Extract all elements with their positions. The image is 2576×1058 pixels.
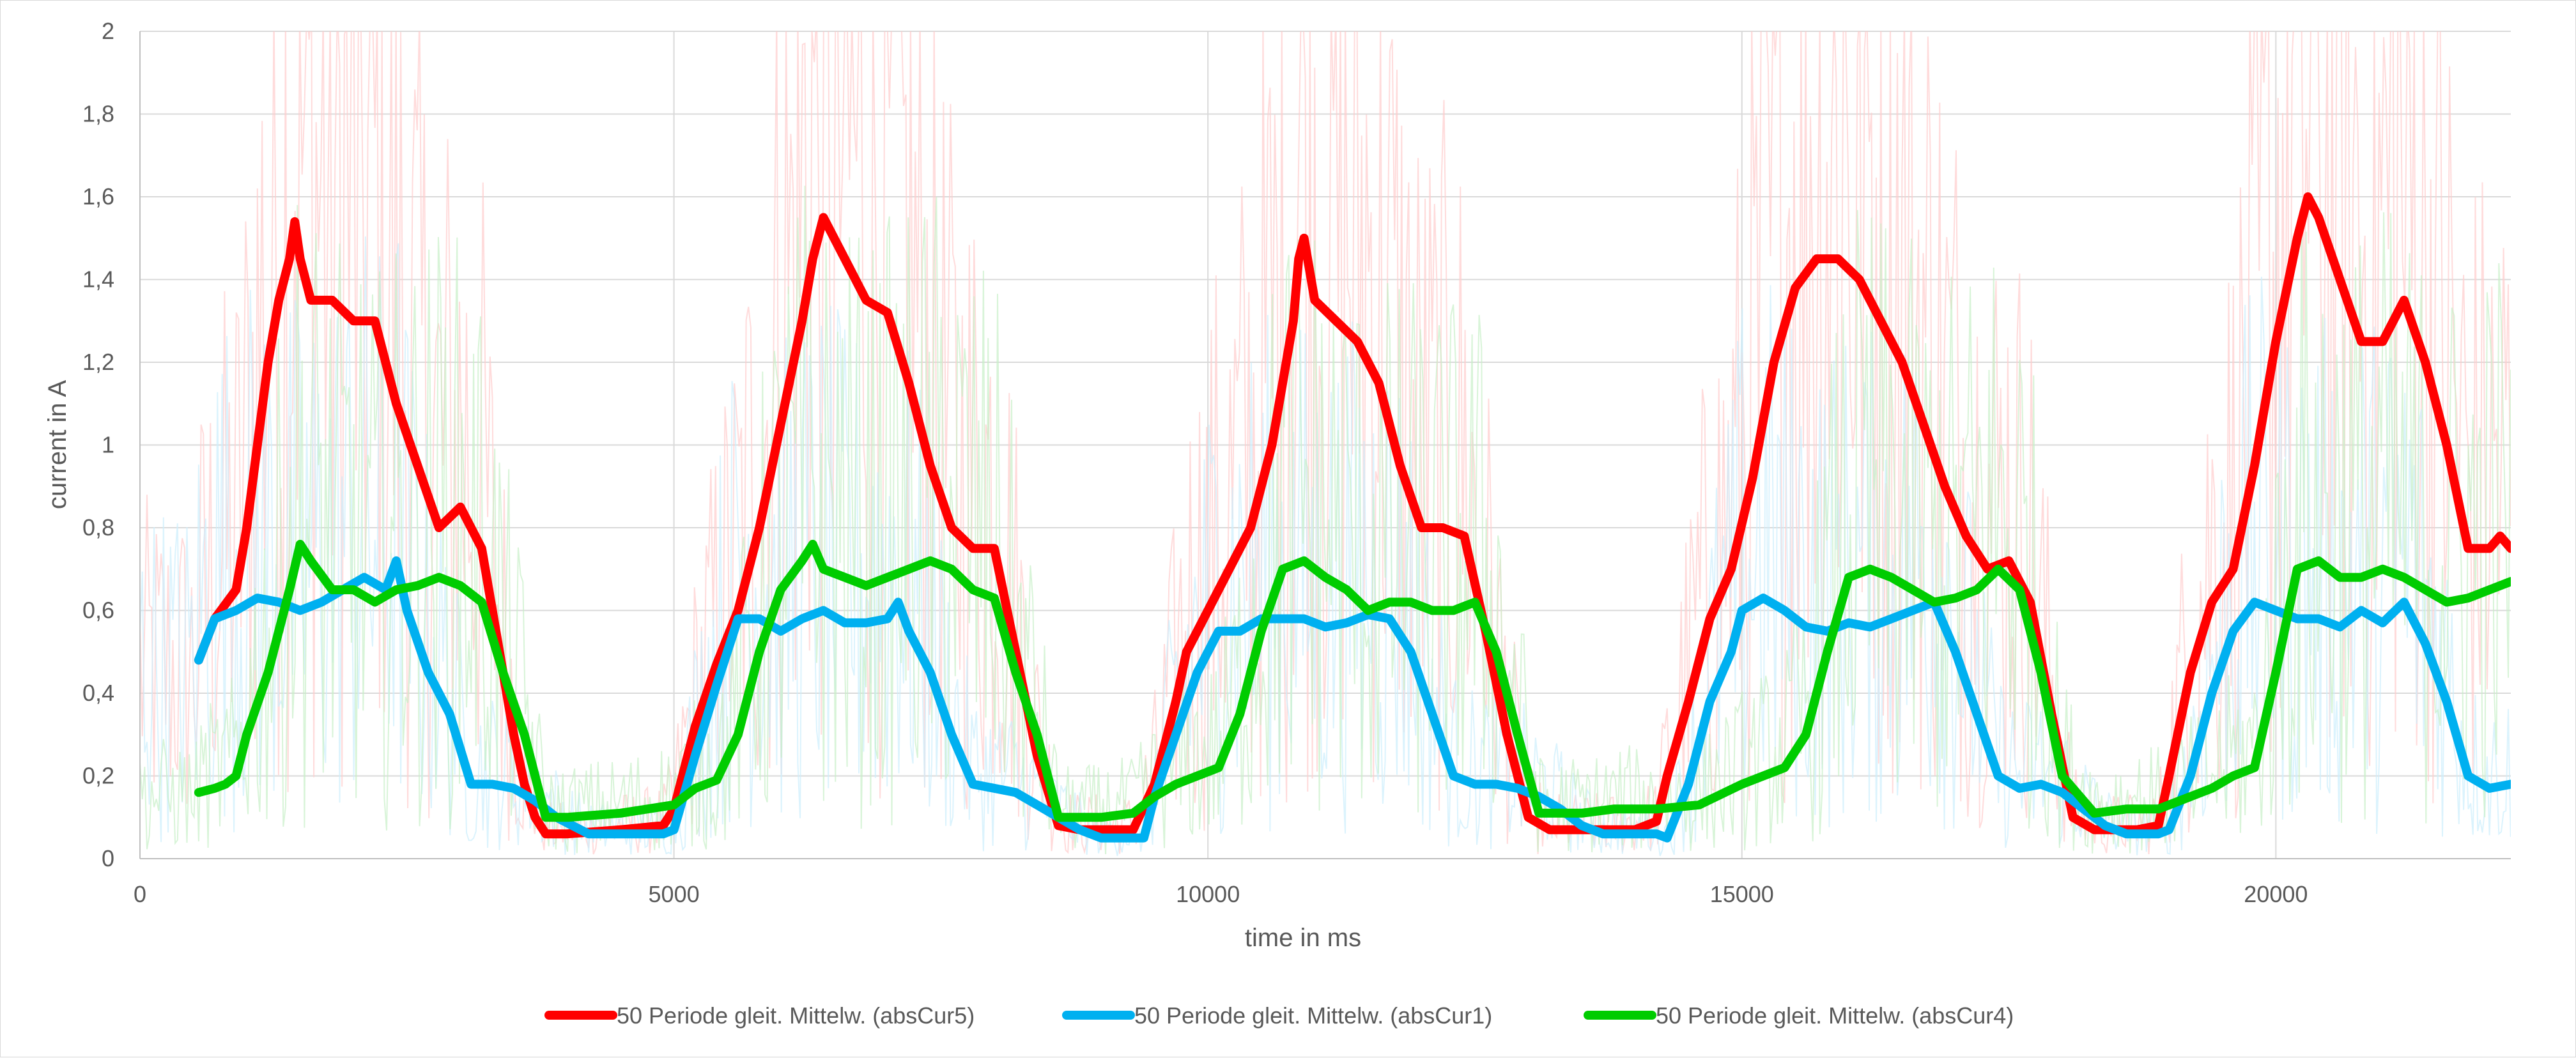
y-tick-label: 2	[102, 18, 114, 44]
y-tick-label: 1,4	[82, 266, 114, 293]
y-tick-label: 0,4	[82, 680, 114, 706]
x-tick-labels: 0 5000 10000 15000 20000	[134, 881, 2308, 907]
legend-label-1: 50 Periode gleit. Mittelw. (absCur5)	[617, 1002, 975, 1029]
x-tick-label: 15000	[1710, 881, 1774, 907]
series-lines	[194, 192, 2511, 843]
x-tick-label: 0	[134, 881, 146, 907]
y-tick-label: 1,2	[82, 349, 114, 375]
series-line-3	[194, 539, 2511, 822]
y-tick-label: 0,2	[82, 763, 114, 789]
x-axis-title: time in ms	[1245, 924, 1361, 952]
legend-label-2: 50 Periode gleit. Mittelw. (absCur1)	[1134, 1002, 1492, 1029]
legend: 50 Periode gleit. Mittelw. (absCur5) 50 P…	[544, 1002, 2014, 1029]
y-tick-label: 1,8	[82, 101, 114, 127]
y-tick-label: 1,6	[82, 183, 114, 210]
raw-signal-3	[140, 185, 2511, 855]
axes	[139, 31, 2511, 859]
legend-label-3: 50 Periode gleit. Mittelw. (absCur4)	[1656, 1002, 2014, 1029]
raw-signal-background	[140, 31, 2511, 856]
y-tick-label: 1	[102, 432, 114, 458]
y-tick-labels: 0 0,2 0,4 0,6 0,8 1 1,2 1,4 1,6 1,8 2	[82, 18, 114, 871]
x-tick-label: 5000	[649, 881, 700, 907]
y-tick-label: 0,8	[82, 514, 114, 540]
y-tick-label: 0	[102, 845, 114, 871]
y-tick-label: 0,6	[82, 597, 114, 624]
x-tick-label: 20000	[2244, 881, 2308, 907]
x-tick-label: 10000	[1176, 881, 1240, 907]
y-axis-title: current in A	[43, 380, 72, 510]
series-line-1	[194, 192, 2511, 839]
